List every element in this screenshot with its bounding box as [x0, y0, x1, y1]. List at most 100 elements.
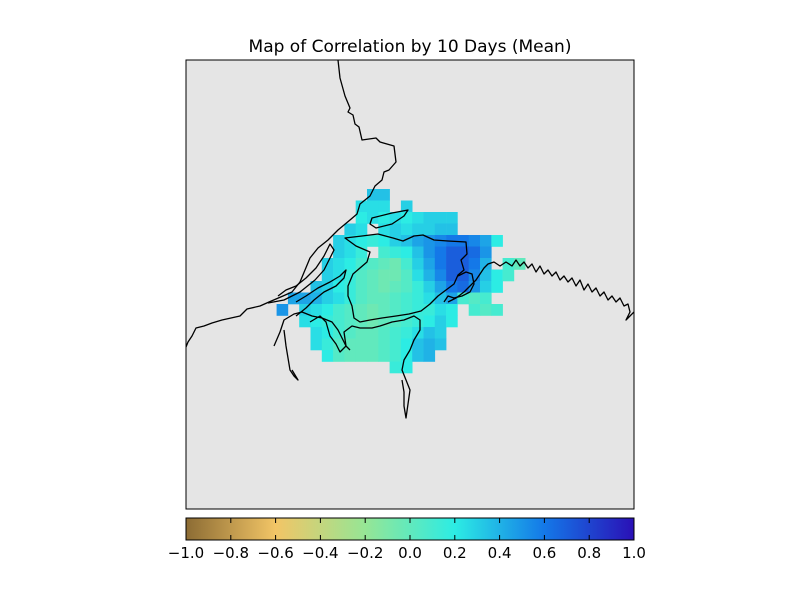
heatmap-cell — [344, 315, 356, 328]
heatmap-cell — [412, 304, 424, 316]
heatmap-cell — [400, 246, 413, 259]
heatmap-cell — [333, 338, 345, 351]
heatmap-cell — [480, 258, 492, 270]
heatmap-cell — [434, 246, 447, 259]
heatmap-cell — [446, 246, 458, 259]
heatmap-cell — [389, 258, 402, 270]
heatmap-cell — [310, 327, 323, 339]
heatmap-cell — [389, 269, 402, 282]
coastline-east-inner — [443, 271, 475, 303]
heatmap-cell — [400, 223, 413, 236]
heatmap-cell — [389, 212, 402, 224]
heatmap-cell — [344, 338, 356, 351]
coastlines — [186, 60, 634, 419]
heatmap-cell — [378, 246, 390, 259]
heatmap-cell — [367, 200, 379, 213]
heatmap-cell — [299, 304, 311, 316]
heatmap-cell — [333, 315, 345, 328]
heatmap-cell — [367, 258, 379, 270]
map-frame — [185, 59, 635, 510]
heatmap-cell — [355, 338, 368, 351]
heatmap-cell — [378, 235, 390, 247]
heatmap-cell — [423, 350, 436, 362]
heatmap-cell — [321, 315, 334, 328]
heatmap-cell — [389, 338, 402, 351]
colorbar-gradient — [186, 518, 634, 540]
heatmap-cell — [355, 235, 368, 247]
heatmap-cell — [468, 258, 481, 270]
heatmap-cell — [434, 338, 447, 351]
heatmap-cell — [412, 338, 424, 351]
heatmap-cell — [344, 258, 356, 270]
heatmap-cell — [355, 223, 368, 236]
heatmap-cell — [434, 281, 447, 293]
heatmap-cell — [400, 304, 413, 316]
heatmap-cell — [344, 246, 356, 259]
heatmap-cell — [389, 292, 402, 305]
heatmap-cell — [344, 235, 356, 247]
coastline-west-inlet — [267, 243, 335, 304]
heatmap-cell — [412, 269, 424, 282]
heatmap-cell — [491, 281, 503, 293]
heatmap-cell — [333, 269, 345, 282]
heatmap-cell — [468, 246, 481, 259]
colorbar-tick-label: 0.8 — [577, 544, 601, 562]
heatmap-cell — [378, 281, 390, 293]
heatmap-cell — [389, 281, 402, 293]
heatmap-cell — [333, 235, 345, 247]
heatmap-cell — [412, 235, 424, 247]
heatmap-cell — [400, 212, 413, 224]
heatmap-cell — [400, 338, 413, 351]
heatmap-cell — [389, 327, 402, 339]
heatmap-cell — [299, 315, 311, 328]
heatmap-cell — [491, 304, 503, 316]
colorbar-tick-label: −0.4 — [302, 544, 338, 562]
heatmap-cell — [378, 258, 390, 270]
colorbar-tick-label: −0.8 — [213, 544, 249, 562]
heatmap-cell — [423, 212, 436, 224]
colorbar-tick-label: 1.0 — [622, 544, 646, 562]
heatmap-cell — [400, 361, 413, 374]
heatmap-cell — [412, 258, 424, 270]
heatmap-cell — [367, 292, 379, 305]
chart-title: Map of Correlation by 10 Days (Mean) — [249, 37, 572, 57]
heatmap-cell — [321, 269, 334, 282]
heatmap-cell — [400, 200, 413, 213]
heatmap-cell — [344, 281, 356, 293]
heatmap-cell — [423, 223, 436, 236]
heatmap-cell — [378, 315, 390, 328]
heatmap-cell — [513, 258, 526, 270]
heatmap-cell — [400, 315, 413, 328]
heatmap-cell — [468, 235, 481, 247]
heatmap-cell — [502, 269, 515, 282]
heatmap-cell — [434, 315, 447, 328]
heatmap-cell — [491, 235, 503, 247]
heatmap-cell — [423, 292, 436, 305]
coastline-south-tail — [283, 329, 299, 381]
heatmap-cell — [276, 304, 289, 316]
heatmap-cell — [480, 304, 492, 316]
coastline-gulf — [344, 233, 468, 323]
heatmap-cell — [423, 315, 436, 328]
heatmap-cell — [378, 212, 390, 224]
heatmap-cell — [412, 281, 424, 293]
heatmap-cell — [457, 246, 469, 259]
heatmap-cell — [423, 246, 436, 259]
heatmap-cell — [400, 292, 413, 305]
heatmap-cell — [344, 350, 356, 362]
heatmap-cell — [355, 327, 368, 339]
heatmap-cell — [367, 327, 379, 339]
heatmap-cell — [321, 327, 334, 339]
heatmap-cell — [367, 281, 379, 293]
heatmap-cell — [367, 189, 379, 201]
heatmap-cell — [355, 292, 368, 305]
heatmap-cell — [423, 258, 436, 270]
heatmap-cell — [446, 315, 458, 328]
map-panel — [185, 59, 635, 510]
heatmap-cell — [480, 235, 492, 247]
heatmap-cell — [434, 223, 447, 236]
heatmap-cell — [434, 304, 447, 316]
heatmap-cell — [321, 304, 334, 316]
heatmap-cell — [468, 281, 481, 293]
